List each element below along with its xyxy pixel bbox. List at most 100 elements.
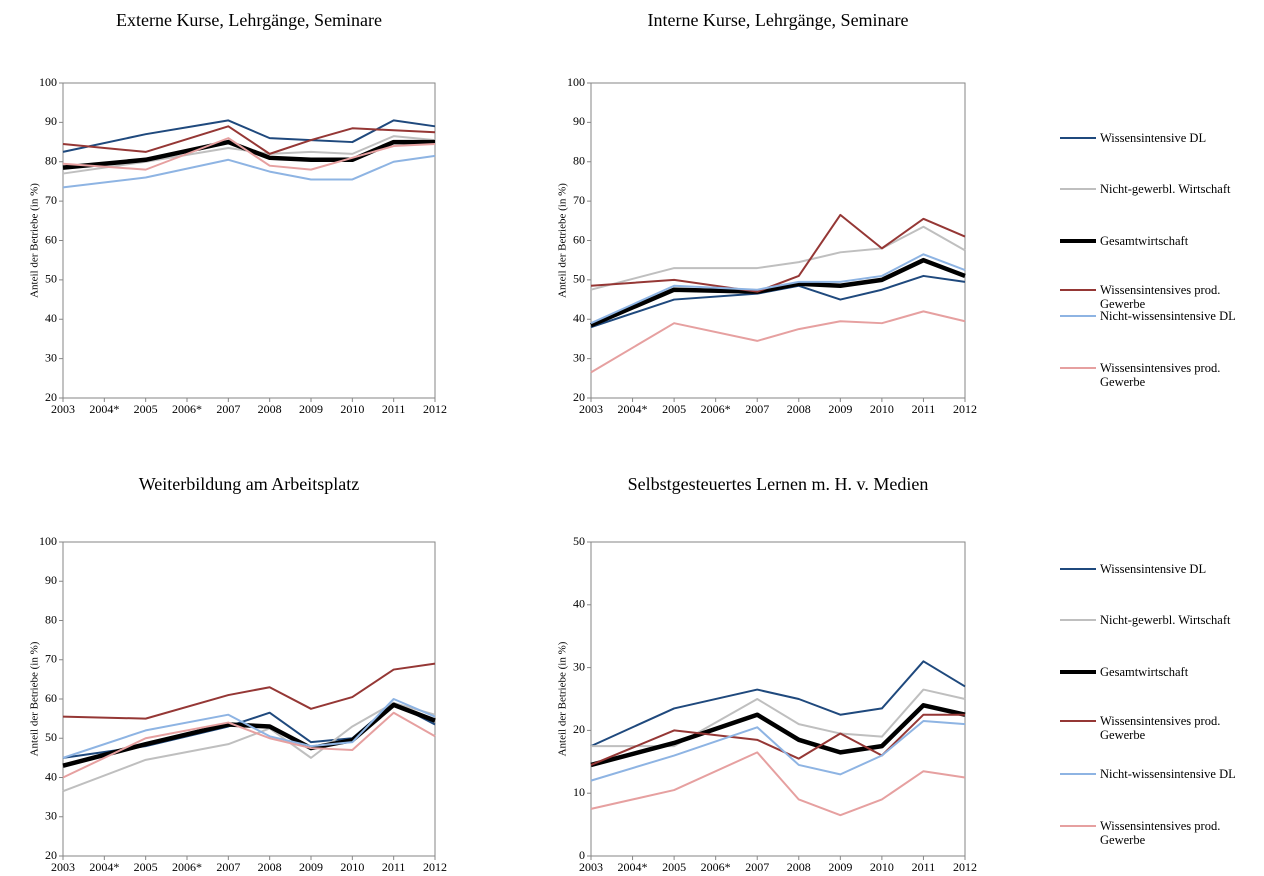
legend-label: Nicht-gewerbl. Wirtschaft xyxy=(1100,182,1231,196)
chart-title: Selbstgesteuertes Lernen m. H. v. Medien xyxy=(628,474,929,494)
y-tick-label: 80 xyxy=(45,612,57,626)
y-tick-label: 50 xyxy=(45,730,57,744)
legend-label: Wissensintensive DL xyxy=(1100,131,1207,145)
legend-swatch xyxy=(1060,367,1096,369)
y-tick-label: 90 xyxy=(573,114,585,128)
x-tick-label: 2011 xyxy=(382,860,406,874)
chart-title: Weiterbildung am Arbeitsplatz xyxy=(139,474,360,494)
y-tick-label: 30 xyxy=(45,809,57,823)
y-tick-label: 50 xyxy=(573,534,585,548)
x-tick-label: 2009 xyxy=(828,860,852,874)
legend-label: Nicht-gewerbl. Wirtschaft xyxy=(1100,613,1231,627)
x-tick-label: 2012 xyxy=(953,402,977,416)
plot-frame xyxy=(62,541,436,857)
legend-swatch xyxy=(1060,720,1096,722)
x-tick-label: 2010 xyxy=(870,860,894,874)
chart-title: Externe Kurse, Lehrgänge, Seminare xyxy=(116,10,382,30)
x-tick-label: 2012 xyxy=(953,860,977,874)
plot-frame xyxy=(590,541,966,857)
x-tick-label: 2005 xyxy=(134,402,158,416)
x-tick-label: 2009 xyxy=(299,402,323,416)
y-tick-label: 10 xyxy=(573,785,585,799)
x-tick-label: 2007 xyxy=(216,402,240,416)
series-line xyxy=(590,225,966,291)
x-tick-label: 2006* xyxy=(701,860,731,874)
y-tick-label: 70 xyxy=(45,193,57,207)
x-tick-label: 2009 xyxy=(299,860,323,874)
series-line xyxy=(62,125,436,155)
y-tick-label: 20 xyxy=(45,390,57,404)
x-tick-label: 2005 xyxy=(134,860,158,874)
series-line xyxy=(62,662,436,720)
series-line xyxy=(590,274,966,329)
legend-swatch xyxy=(1060,773,1096,775)
legend-swatch xyxy=(1060,670,1096,674)
y-tick-label: 20 xyxy=(573,722,585,736)
x-tick-label: 2004* xyxy=(618,402,648,416)
x-tick-label: 2012 xyxy=(423,402,447,416)
x-tick-label: 2008 xyxy=(258,402,282,416)
x-tick-label: 2003 xyxy=(51,402,75,416)
x-tick-label: 2005 xyxy=(662,860,686,874)
legend-swatch xyxy=(1060,619,1096,621)
y-tick-label: 100 xyxy=(39,75,57,89)
y-axis-label: Anteil der Betriebe (in %) xyxy=(29,641,41,756)
x-tick-label: 2006* xyxy=(172,860,202,874)
series-line xyxy=(62,698,436,759)
legend-label: Gesamtwirtschaft xyxy=(1100,234,1189,248)
series-line xyxy=(590,257,966,328)
x-tick-label: 2008 xyxy=(787,402,811,416)
y-tick-label: 100 xyxy=(567,75,585,89)
y-tick-label: 30 xyxy=(573,350,585,364)
x-tick-label: 2004* xyxy=(89,860,119,874)
legend-label: Gesamtwirtschaft xyxy=(1100,665,1189,679)
y-tick-label: 0 xyxy=(579,848,585,862)
series-line xyxy=(590,253,966,325)
legend-label: Wissensintensive DL xyxy=(1100,562,1207,576)
x-tick-label: 2011 xyxy=(912,860,936,874)
series-line xyxy=(590,660,966,748)
legend-swatch xyxy=(1060,239,1096,243)
series-line xyxy=(590,703,966,768)
y-tick-label: 30 xyxy=(573,659,585,673)
x-tick-label: 2010 xyxy=(340,402,364,416)
series-line xyxy=(62,702,436,768)
y-tick-label: 60 xyxy=(45,691,57,705)
y-tick-label: 40 xyxy=(573,311,585,325)
legend-label: Wissensintensives prod. Gewerbe xyxy=(1100,361,1221,389)
y-tick-label: 40 xyxy=(45,769,57,783)
x-tick-label: 2004* xyxy=(89,402,119,416)
y-tick-label: 60 xyxy=(573,232,585,246)
x-tick-label: 2007 xyxy=(745,402,769,416)
series-line xyxy=(62,154,436,189)
y-tick-label: 80 xyxy=(45,154,57,168)
y-axis-label: Anteil der Betriebe (in %) xyxy=(29,183,41,298)
y-axis-label: Anteil der Betriebe (in %) xyxy=(557,183,569,298)
y-tick-label: 100 xyxy=(39,534,57,548)
x-tick-label: 2005 xyxy=(662,402,686,416)
y-tick-label: 80 xyxy=(573,154,585,168)
y-tick-label: 70 xyxy=(45,652,57,666)
series-line xyxy=(590,713,965,766)
x-tick-label: 2010 xyxy=(870,402,894,416)
series-line xyxy=(590,751,966,817)
legend-swatch xyxy=(1060,137,1096,139)
chart-title: Interne Kurse, Lehrgänge, Seminare xyxy=(647,10,908,30)
x-tick-label: 2008 xyxy=(787,860,811,874)
x-tick-label: 2006* xyxy=(701,402,731,416)
legend-swatch xyxy=(1060,825,1096,827)
series-line xyxy=(62,135,436,175)
x-tick-label: 2006* xyxy=(172,402,202,416)
y-tick-label: 90 xyxy=(45,114,57,128)
y-tick-label: 50 xyxy=(45,272,57,286)
series-line xyxy=(62,711,436,779)
x-tick-label: 2010 xyxy=(340,860,364,874)
x-tick-label: 2008 xyxy=(258,860,282,874)
x-tick-label: 2011 xyxy=(382,402,406,416)
y-axis-label: Anteil der Betriebe (in %) xyxy=(557,641,569,756)
legend-label: Nicht-wissensintensive DL xyxy=(1100,309,1236,323)
x-tick-label: 2012 xyxy=(423,860,447,874)
x-tick-label: 2003 xyxy=(51,860,75,874)
